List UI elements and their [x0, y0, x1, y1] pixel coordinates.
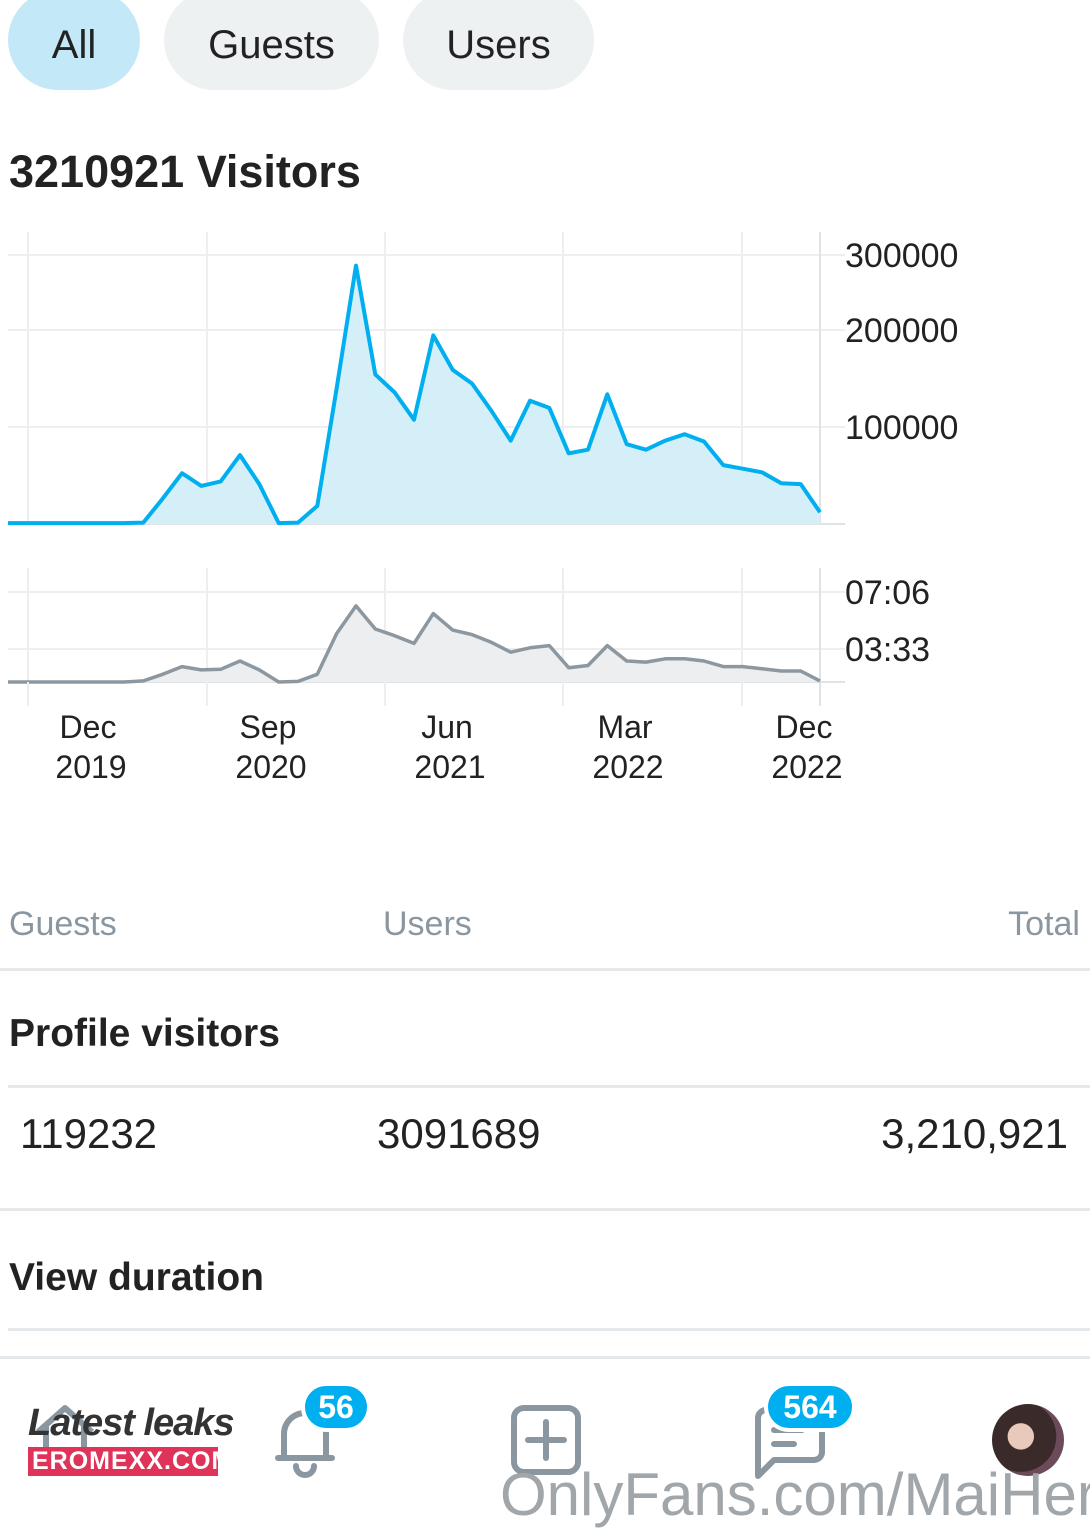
- x-tick-label: Dec: [60, 709, 117, 745]
- column-header-users: Users: [383, 905, 472, 943]
- tab-guests[interactable]: Guests: [164, 0, 379, 90]
- x-tick-label: 2019: [55, 749, 126, 785]
- notifications-badge: 56: [301, 1382, 371, 1432]
- x-tick-label: 2021: [414, 749, 485, 785]
- x-tick-label: Dec: [776, 709, 833, 745]
- tab-all[interactable]: All: [8, 0, 140, 90]
- profile-visitors-users: 3091689: [377, 1110, 541, 1157]
- series-line: [8, 604, 821, 684]
- x-tick-label: Mar: [597, 709, 652, 745]
- profile-visitors-guests: 119232: [20, 1110, 158, 1157]
- column-header-guests: Guests: [9, 905, 117, 943]
- section-divider: [8, 1328, 1090, 1331]
- visitors-count-title: 3210921 Visitors: [9, 146, 361, 197]
- filter-tabs: All Guests Users: [0, 0, 1090, 100]
- tab-users[interactable]: Users: [403, 0, 594, 90]
- tab-users-label: Users: [446, 22, 551, 67]
- profile-visitors-title: Profile visitors: [9, 1012, 280, 1055]
- series-line: [8, 263, 822, 526]
- tab-guests-label: Guests: [208, 22, 335, 67]
- watermark-overlay-text: OnlyFans.com/MaiHer: [500, 1461, 1090, 1528]
- watermark-site: EROMEXX.COM: [28, 1447, 232, 1476]
- x-tick-label: 2022: [771, 749, 842, 785]
- visitors-chart: 300000 200000 100000 07:06 03:33 Dec 2019 Sep 20…: [8, 232, 958, 785]
- view-duration-title: View duration: [9, 1256, 264, 1299]
- messages-badge: 564: [764, 1382, 856, 1432]
- tab-all-label: All: [51, 22, 97, 67]
- x-tick-label: 2020: [235, 749, 306, 785]
- y-tick-label: 300000: [845, 237, 958, 275]
- profile-visitors-total: 3,210,921: [881, 1110, 1068, 1157]
- section-divider: [8, 1085, 1090, 1088]
- add-post-icon[interactable]: [510, 1404, 582, 1481]
- watermark-logo: Latest leaks EROMEXX.COM: [28, 1402, 235, 1476]
- watermark-title: Latest leaks: [28, 1402, 235, 1444]
- x-tick-label: Jun: [421, 709, 473, 745]
- y-tick-label: 200000: [845, 312, 958, 350]
- x-tick-label: 2022: [592, 749, 663, 785]
- y-tick-label: 100000: [845, 409, 958, 447]
- y-tick-label: 07:06: [845, 574, 930, 612]
- x-tick-label: Sep: [240, 709, 297, 745]
- row-divider: [0, 1208, 1090, 1211]
- y-tick-label: 03:33: [845, 631, 930, 669]
- column-header-total: Total: [1008, 905, 1080, 943]
- header-divider: [0, 968, 1090, 971]
- series-area: [8, 265, 820, 524]
- avatar[interactable]: [992, 1404, 1064, 1476]
